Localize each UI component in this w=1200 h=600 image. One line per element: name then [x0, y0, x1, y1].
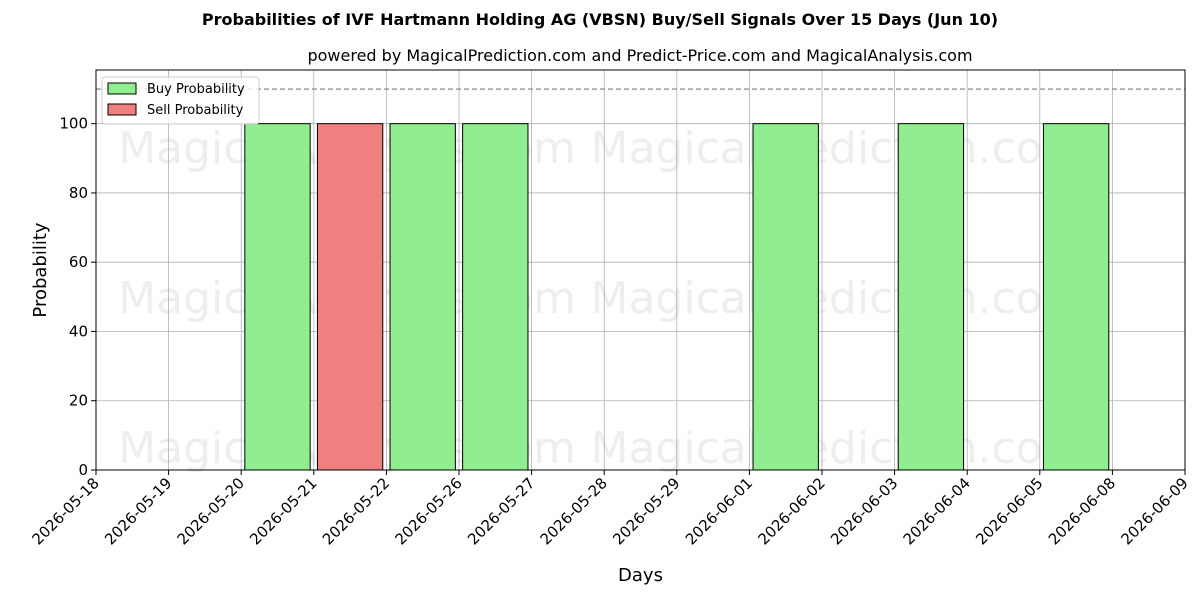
x-tick-label: 2026-05-21: [246, 474, 320, 548]
buy-bar: [1042, 123, 1110, 471]
x-tick-label: 2026-05-22: [319, 474, 393, 548]
x-tick-label: 2026-05-27: [464, 474, 538, 548]
buy-bar: [752, 123, 819, 471]
sell-bar: [316, 123, 384, 471]
y-tick-label: 60: [69, 253, 88, 271]
y-axis-label: Probability: [30, 222, 51, 317]
x-tick-label: 2026-06-02: [754, 474, 828, 548]
y-tick-label: 20: [69, 392, 88, 410]
watermark-text: MagicalPrediction.com: [591, 423, 1086, 474]
x-axis-label: Days: [618, 565, 663, 586]
legend-label: Sell Probability: [147, 103, 244, 118]
legend-swatch: [107, 103, 137, 116]
x-tick-label: 2026-06-08: [1045, 474, 1119, 548]
buy-bar: [462, 123, 529, 471]
chart-subtitle: powered by MagicalPrediction.com and Pre…: [307, 46, 973, 65]
legend-swatch: [107, 82, 137, 95]
x-tick-label: 2026-05-29: [609, 474, 683, 548]
y-tick-label: 100: [59, 115, 88, 133]
x-tick-label: 2026-06-01: [682, 474, 756, 548]
buy-bar: [389, 123, 456, 471]
y-tick-label: 0: [78, 461, 88, 479]
x-tick-label: 2026-06-05: [972, 474, 1046, 548]
x-tick-label: 2026-05-19: [101, 474, 175, 548]
buy-bar: [897, 123, 965, 471]
legend-label: Buy Probability: [147, 82, 245, 97]
x-tick-label: 2026-05-26: [391, 474, 465, 548]
chart-title: Probabilities of IVF Hartmann Holding AG…: [201, 10, 999, 29]
x-tick-label: 2026-05-18: [28, 474, 102, 548]
y-tick-label: 40: [69, 322, 88, 340]
x-tick-label: 2026-06-09: [1117, 474, 1191, 548]
buy-bar: [244, 123, 311, 471]
watermark-text: MagicalPrediction.com: [591, 123, 1086, 174]
x-tick-label: 2026-06-03: [827, 474, 901, 548]
legend-box: [101, 76, 260, 125]
watermark-text: MagicalPrediction.com: [591, 273, 1086, 324]
x-tick-label: 2026-05-28: [537, 474, 611, 548]
plot-frame: [95, 69, 1186, 471]
y-tick-label: 80: [69, 184, 88, 202]
x-tick-label: 2026-05-20: [174, 474, 248, 548]
x-tick-label: 2026-06-04: [900, 474, 974, 548]
